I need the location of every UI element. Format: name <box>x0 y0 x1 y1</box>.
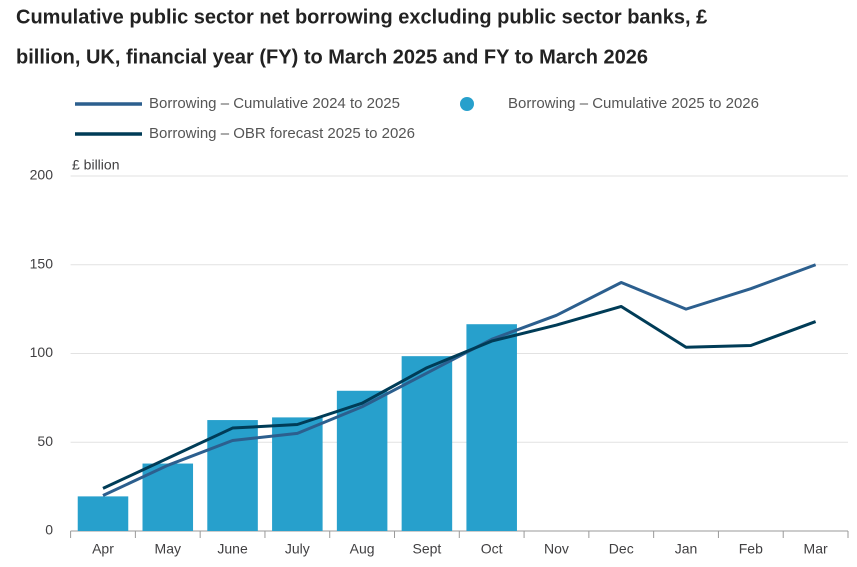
y-tick-label: 200 <box>30 167 54 183</box>
y-axis-label: £ billion <box>72 157 119 173</box>
legend-label: Borrowing – Cumulative 2025 to 2026 <box>508 95 759 112</box>
x-tick-label: Sept <box>413 541 442 557</box>
x-tick-label: Aug <box>350 541 375 557</box>
x-tick-label: Jan <box>675 541 698 557</box>
legend-swatch <box>460 97 474 111</box>
x-tick-label: Apr <box>92 541 114 557</box>
bar <box>401 356 453 531</box>
bar <box>336 390 388 531</box>
line <box>102 263 817 497</box>
y-tick-label: 0 <box>45 522 53 538</box>
x-tick-label: Dec <box>609 541 634 557</box>
chart-title: billion, UK, financial year (FY) to Marc… <box>16 46 648 68</box>
legend-label: Borrowing – Cumulative 2024 to 2025 <box>149 95 400 112</box>
y-tick-label: 150 <box>30 255 54 271</box>
x-tick-label: Oct <box>481 541 503 557</box>
x-tick-label: June <box>217 541 248 557</box>
x-tick-label: Feb <box>739 541 763 557</box>
x-tick-label: July <box>285 541 310 557</box>
line <box>102 304 817 490</box>
bar <box>466 324 517 531</box>
x-tick-label: Mar <box>804 541 828 557</box>
bar <box>77 496 129 531</box>
x-tick-label: May <box>155 541 181 557</box>
y-tick-label: 100 <box>30 344 54 360</box>
x-tick-label: Nov <box>544 541 569 557</box>
legend-label: Borrowing – OBR forecast 2025 to 2026 <box>149 125 415 142</box>
chart-title: Cumulative public sector net borrowing e… <box>16 6 707 28</box>
y-tick-label: 50 <box>37 433 53 449</box>
